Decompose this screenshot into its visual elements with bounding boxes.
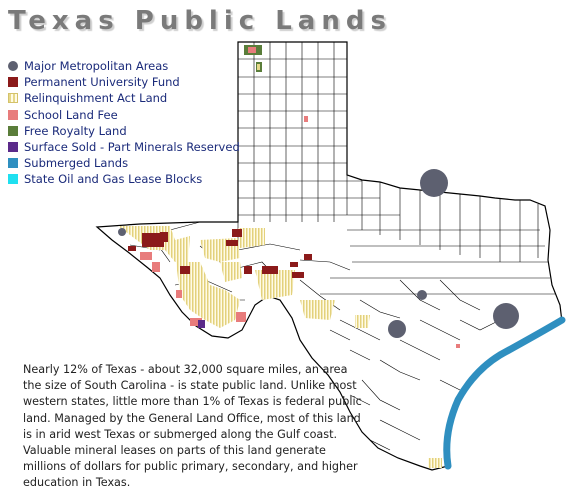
free-royalty-land xyxy=(244,45,262,72)
school-land-fee xyxy=(140,116,460,348)
legend-item: Surface Sold - Part Minerals Reserved xyxy=(8,139,240,155)
legend-item: Free Royalty Land xyxy=(8,123,240,139)
legend-label: Relinquishment Act Land xyxy=(24,91,168,106)
description-text: Nearly 12% of Texas - about 32,000 squar… xyxy=(23,363,362,490)
metro-circle xyxy=(420,169,448,197)
permanent-university-fund xyxy=(128,229,312,278)
surface-sold-land xyxy=(198,320,205,328)
metro-circle xyxy=(493,303,519,329)
legend-item: Submerged Lands xyxy=(8,155,240,171)
legend-item: Major Metropolitan Areas xyxy=(8,58,240,74)
legend-swatch xyxy=(8,61,18,72)
metro-circle xyxy=(388,320,406,338)
legend-label: State Oil and Gas Lease Blocks xyxy=(24,172,203,187)
submerged-lands xyxy=(443,316,566,470)
legend-item: Relinquishment Act Land xyxy=(8,90,240,106)
legend-label: Major Metropolitan Areas xyxy=(24,59,169,74)
legend-label: Surface Sold - Part Minerals Reserved xyxy=(24,140,240,155)
texas-outline xyxy=(95,41,563,471)
legend-swatch xyxy=(8,109,18,120)
legend-label: School Land Fee xyxy=(24,107,118,122)
map-legend: Major Metropolitan Areas Permanent Univer… xyxy=(8,58,240,188)
page-title: Texas Public Lands xyxy=(8,6,392,36)
legend-swatch xyxy=(8,93,18,104)
legend-swatch xyxy=(8,174,18,185)
legend-label: Permanent University Fund xyxy=(24,75,180,90)
legend-swatch xyxy=(8,142,18,153)
legend-label: Submerged Lands xyxy=(24,156,129,171)
legend-swatch xyxy=(8,158,18,169)
legend-item: State Oil and Gas Lease Blocks xyxy=(8,171,240,187)
legend-swatch xyxy=(8,77,18,88)
metro-circle xyxy=(417,290,427,300)
metro-circle xyxy=(118,228,126,236)
legend-swatch xyxy=(8,125,18,136)
metropolitan-areas xyxy=(118,169,519,338)
legend-label: Free Royalty Land xyxy=(24,123,127,138)
legend-item: School Land Fee xyxy=(8,107,240,123)
legend-item: Permanent University Fund xyxy=(8,74,240,90)
